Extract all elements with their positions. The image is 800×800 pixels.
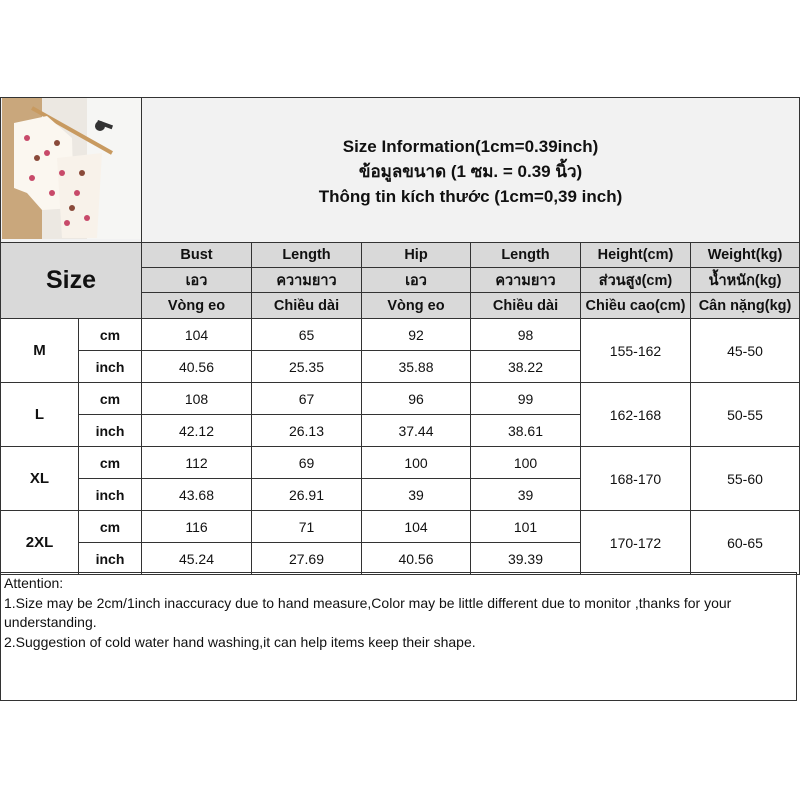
column-header-th: ความยาว <box>470 267 581 293</box>
cm-value: 116 <box>141 510 252 543</box>
cm-value: 67 <box>251 382 362 415</box>
title-vietnamese: Thông tin kích thước (1cm=0,39 inch) <box>318 187 623 206</box>
column-header-th: ส่วนสูง(cm) <box>580 267 691 293</box>
inch-value: 42.12 <box>141 414 252 447</box>
table-row: XL cm 112 69 100 100 168-170 55-60 <box>0 446 800 511</box>
cm-value: 92 <box>361 318 471 351</box>
column-header-vi: Vòng eo <box>361 292 471 319</box>
table-row: inch 45.24 27.69 40.56 39.39 <box>1 542 800 575</box>
weight-range: 45-50 <box>689 318 800 383</box>
size-header: Size <box>0 242 142 319</box>
title-english: Size Information(1cm=0.39inch) <box>342 137 599 156</box>
cm-value: 69 <box>251 446 362 479</box>
unit-label: cm <box>78 510 142 543</box>
unit-label: inch <box>78 478 142 511</box>
inch-value: 26.91 <box>251 478 362 511</box>
inch-value: 27.69 <box>251 542 362 575</box>
size-label: L <box>0 382 79 447</box>
weight-range: 55-60 <box>689 446 800 511</box>
column-header-vi: Vòng eo <box>141 292 252 319</box>
cm-value: 71 <box>251 510 362 543</box>
inch-value: 35.88 <box>361 350 471 383</box>
unit-label: inch <box>78 542 142 575</box>
inch-value: 43.68 <box>141 478 252 511</box>
cm-value: 108 <box>141 382 252 415</box>
height-range: 170-172 <box>580 510 691 575</box>
column-header-vi: Cân nặng(kg) <box>689 292 800 319</box>
height-range: 168-170 <box>580 446 691 511</box>
cm-value: 100 <box>470 446 581 479</box>
size-label: XL <box>0 446 79 511</box>
attention-notes: Attention: 1.Size may be 2cm/1inch inacc… <box>0 572 797 701</box>
table-row: inch 40.56 25.35 35.88 38.22 <box>1 350 800 383</box>
size-label: 2XL <box>0 510 79 575</box>
column-header-vi: Chiều cao(cm) <box>580 292 691 319</box>
cm-value: 101 <box>470 510 581 543</box>
column-header-en: Height(cm) <box>580 242 691 268</box>
title-thai: ข้อมูลขนาด (1 ซม. = 0.39 นิ้ว) <box>358 162 583 181</box>
cm-value: 96 <box>361 382 471 415</box>
unit-label: cm <box>78 382 142 415</box>
table-row: inch 42.12 26.13 37.44 38.61 <box>1 414 800 447</box>
pajama-image <box>1 98 141 239</box>
attention-line-1: 1.Size may be 2cm/1inch inaccuracy due t… <box>4 594 732 631</box>
product-photo <box>0 97 142 243</box>
column-header-en: Weight(kg) <box>689 242 800 268</box>
height-range: 162-168 <box>580 382 691 447</box>
column-header-th: เอว <box>361 267 471 293</box>
cm-value: 65 <box>251 318 362 351</box>
size-chart-table: Size Information(1cm=0.39inch) ข้อมูลขนา… <box>0 97 800 575</box>
column-header-vi: Chiều dài <box>470 292 581 319</box>
column-header-th: ความยาว <box>251 267 362 293</box>
attention-line-2: 2.Suggestion of cold water hand washing,… <box>4 633 476 650</box>
inch-value: 26.13 <box>251 414 362 447</box>
cm-value: 104 <box>361 510 471 543</box>
cm-value: 100 <box>361 446 471 479</box>
cm-value: 104 <box>141 318 252 351</box>
inch-value: 38.61 <box>470 414 581 447</box>
size-label: M <box>0 318 79 383</box>
cm-value: 99 <box>470 382 581 415</box>
inch-value: 39 <box>361 478 471 511</box>
weight-range: 60-65 <box>689 510 800 575</box>
column-header-vi: Chiều dài <box>251 292 362 319</box>
column-header-en: Hip <box>361 242 471 268</box>
inch-value: 37.44 <box>361 414 471 447</box>
inch-value: 45.24 <box>141 542 252 575</box>
table-row: inch 43.68 26.91 39 39 <box>1 478 800 511</box>
height-range: 155-162 <box>580 318 691 383</box>
cm-value: 112 <box>141 446 252 479</box>
inch-value: 39.39 <box>470 542 581 575</box>
cm-value: 98 <box>470 318 581 351</box>
weight-range: 50-55 <box>689 382 800 447</box>
inch-value: 39 <box>470 478 581 511</box>
unit-label: inch <box>78 350 142 383</box>
column-header-en: Length <box>251 242 362 268</box>
inch-value: 25.35 <box>251 350 362 383</box>
table-row: 2XL cm 116 71 104 101 170-172 60-65 <box>0 510 800 575</box>
unit-label: cm <box>78 446 142 479</box>
column-header-en: Bust <box>141 242 252 268</box>
column-header-en: Length <box>470 242 581 268</box>
inch-value: 40.56 <box>361 542 471 575</box>
unit-label: cm <box>78 318 142 351</box>
size-info-title: Size Information(1cm=0.39inch) ข้อมูลขนา… <box>140 97 800 243</box>
inch-value: 38.22 <box>470 350 581 383</box>
inch-value: 40.56 <box>141 350 252 383</box>
column-header-th: เอว <box>141 267 252 293</box>
unit-label: inch <box>78 414 142 447</box>
column-header-th: น้ำหนัก(kg) <box>689 267 800 293</box>
attention-title: Attention: <box>4 575 64 591</box>
